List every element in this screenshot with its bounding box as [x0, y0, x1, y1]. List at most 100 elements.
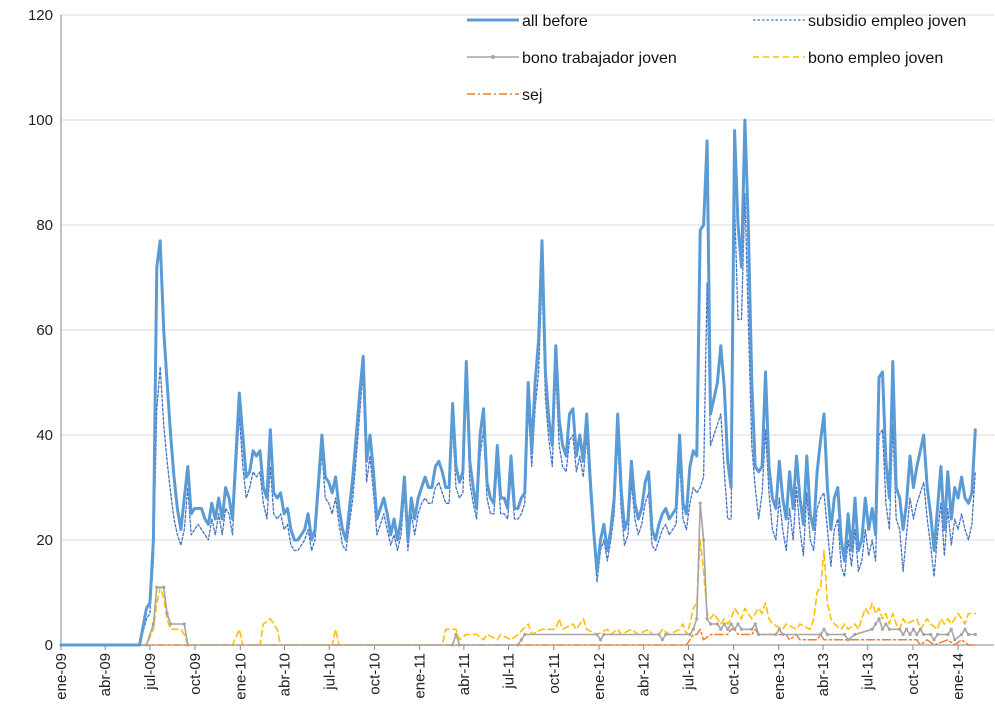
series-marker — [953, 638, 957, 642]
series-marker — [695, 617, 699, 621]
series-marker — [165, 611, 169, 616]
legend-label: all before — [522, 13, 588, 30]
series-marker — [705, 617, 709, 621]
series-line-subsidio-empleo-joven — [60, 192, 976, 646]
series-marker — [726, 627, 730, 631]
series-marker — [660, 638, 664, 642]
x-tick-label: abr-09 — [97, 653, 114, 696]
x-tick-label: jul-10 — [321, 653, 338, 691]
series-line-sej — [60, 628, 977, 646]
legend-label: bono empleo joven — [808, 50, 943, 67]
y-tick-label: 40 — [36, 427, 53, 444]
series-marker — [870, 627, 874, 631]
series-marker — [898, 627, 902, 631]
series-marker — [182, 622, 186, 626]
series-marker — [915, 632, 919, 637]
series-marker — [523, 632, 527, 637]
x-tick-label: jul-12 — [680, 653, 697, 691]
x-tick-label: abr-13 — [815, 653, 832, 696]
series-marker — [781, 632, 785, 637]
series-marker — [918, 627, 922, 631]
series-marker — [144, 643, 149, 647]
legend-label: subsidio empleo joven — [808, 13, 966, 30]
x-tick-label: ene-10 — [232, 653, 249, 700]
series-marker — [932, 638, 936, 642]
x-tick-label: oct-13 — [905, 653, 922, 695]
gridlines — [61, 14, 994, 541]
series-marker — [753, 622, 757, 626]
series-marker — [162, 585, 166, 589]
series-marker — [151, 622, 155, 626]
x-tick-label: abr-11 — [456, 653, 473, 695]
series-marker — [757, 632, 761, 637]
series-marker — [664, 632, 668, 637]
x-tick-label: ene-14 — [950, 653, 967, 700]
x-tick-label: jul-13 — [860, 653, 877, 691]
series-marker — [739, 627, 744, 631]
series-marker — [887, 627, 891, 631]
series-marker — [186, 643, 190, 647]
series-marker — [729, 622, 733, 626]
series-marker — [736, 622, 740, 626]
x-tick-label: abr-12 — [636, 653, 653, 696]
y-axis-tick-labels: 0 20 40 60 80 100 120 — [28, 7, 53, 654]
series-marker — [884, 622, 888, 626]
series-marker — [973, 632, 977, 637]
series-marker — [450, 643, 455, 647]
series-marker — [949, 627, 953, 631]
x-tick-label: oct-09 — [187, 653, 204, 695]
series-marker — [602, 632, 606, 637]
series-marker — [702, 538, 706, 542]
x-tick-label: jul-11 — [501, 653, 518, 690]
series-marker — [516, 643, 520, 647]
legend-label: bono trabajador joven — [522, 50, 677, 67]
y-tick-label: 80 — [36, 217, 53, 234]
series-marker — [877, 617, 881, 621]
y-tick-label: 20 — [36, 532, 53, 549]
series-marker — [698, 501, 702, 505]
x-tick-label: ene-12 — [591, 653, 608, 700]
x-axis-tick-labels: ene-09 abr-09 jul-09 oct-09 ene-10 abr-10 jul-… — [53, 653, 967, 700]
series-marker — [719, 627, 723, 631]
series-marker — [904, 627, 909, 631]
x-tick-label: jul-09 — [142, 653, 159, 691]
series-marker — [922, 632, 926, 637]
series-marker — [155, 585, 159, 589]
series-marker — [818, 632, 823, 637]
x-tick-label: oct-10 — [366, 653, 383, 695]
series-marker — [825, 632, 830, 637]
series-line-all-before — [59, 118, 977, 647]
series-marker — [963, 627, 967, 631]
series-marker — [750, 627, 754, 631]
y-tick-label: 100 — [28, 112, 53, 129]
x-tick-label: ene-11 — [412, 653, 429, 699]
series-marker — [595, 632, 599, 637]
legend-marker — [491, 55, 495, 59]
series-marker — [846, 638, 850, 642]
y-tick-label: 0 — [45, 637, 53, 654]
series-lines — [59, 118, 977, 647]
series-marker — [657, 632, 661, 637]
series-marker — [853, 632, 857, 637]
series-marker — [722, 622, 726, 626]
series-marker — [777, 627, 781, 631]
series-marker — [457, 643, 462, 647]
series-marker — [880, 627, 885, 631]
series-marker — [732, 627, 737, 631]
series-marker — [708, 622, 713, 626]
x-tick-label: oct-11 — [546, 653, 563, 694]
series-marker — [519, 638, 523, 642]
y-tick-label: 60 — [36, 322, 53, 339]
legend: all before subsidio empleo joven bono trab… — [467, 13, 966, 104]
x-tick-label: ene-13 — [771, 653, 788, 700]
series-marker — [688, 632, 692, 637]
series-marker — [598, 638, 603, 642]
series-marker — [822, 627, 826, 631]
series-marker — [946, 632, 950, 637]
legend-label: sej — [522, 87, 542, 104]
series-marker — [908, 632, 912, 637]
series-marker — [935, 632, 940, 637]
series-marker — [691, 627, 695, 631]
series-marker — [911, 627, 916, 631]
